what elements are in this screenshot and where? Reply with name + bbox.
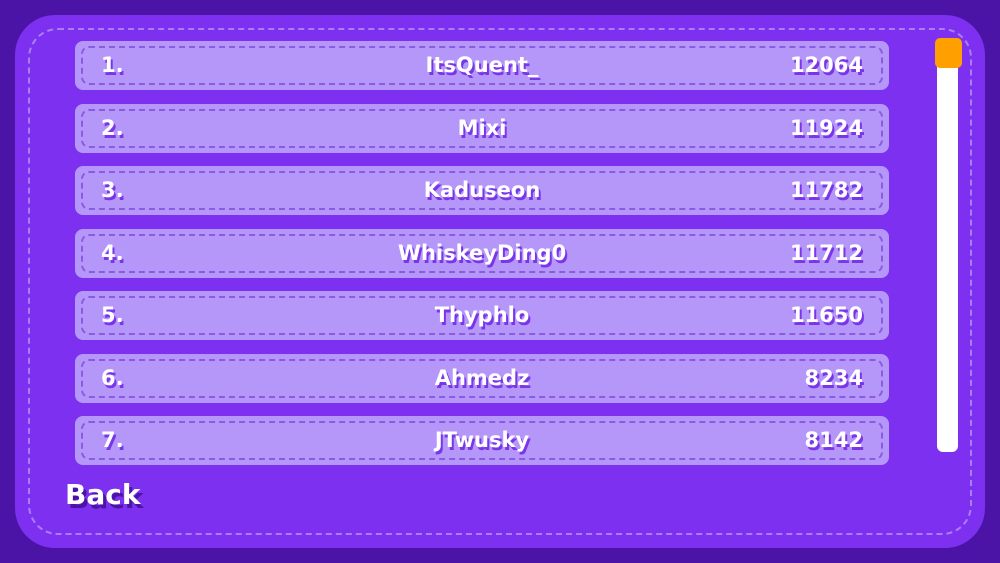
row-dashed-border — [81, 421, 883, 460]
player-name: JTwusky — [434, 428, 530, 452]
row-dashed-border — [81, 233, 883, 273]
row-dashed-border — [81, 46, 883, 85]
panel-dashed-border — [28, 28, 972, 535]
score: 11650 — [789, 303, 863, 327]
rank: 3. — [101, 178, 124, 202]
player-name: Mixi — [457, 115, 507, 140]
rank: 4. — [101, 240, 124, 265]
player-name: WhiskeyDing0 — [397, 240, 567, 265]
player-name: ItsQuent_ — [425, 53, 539, 77]
row-dashed-border — [81, 358, 883, 398]
back-button[interactable]: Back — [65, 478, 141, 511]
leaderboard-row: 7. JTwusky 8142 — [75, 416, 889, 465]
player-name: Ahmedz — [434, 365, 530, 390]
scrollbar-track[interactable] — [937, 40, 958, 452]
leaderboard-row: 2. Mixi 11924 — [75, 103, 889, 153]
scrollbar-thumb[interactable] — [935, 38, 962, 68]
row-dashed-border — [81, 108, 883, 148]
score: 8234 — [804, 365, 863, 390]
score: 11782 — [789, 178, 863, 202]
leaderboard-row: 3. Kaduseon 11782 — [75, 166, 889, 215]
row-dashed-border — [81, 171, 883, 210]
rank: 6. — [101, 365, 124, 390]
leaderboard-row: 1. ItsQuent_ 12064 — [75, 41, 889, 90]
rank: 2. — [101, 115, 124, 140]
player-name: Kaduseon — [423, 178, 541, 202]
score: 8142 — [804, 428, 863, 452]
score: 11924 — [789, 115, 863, 140]
player-name: Thyphlo — [434, 303, 530, 327]
rank: 7. — [101, 428, 124, 452]
score: 11712 — [789, 240, 863, 265]
leaderboard-row: 6. Ahmedz 8234 — [75, 353, 889, 403]
row-dashed-border — [81, 296, 883, 335]
leaderboard-row: 5. Thyphlo 11650 — [75, 291, 889, 340]
leaderboard-row: 4. WhiskeyDing0 11712 — [75, 228, 889, 278]
rank: 1. — [101, 53, 124, 77]
rank: 5. — [101, 303, 124, 327]
score: 12064 — [789, 53, 863, 77]
